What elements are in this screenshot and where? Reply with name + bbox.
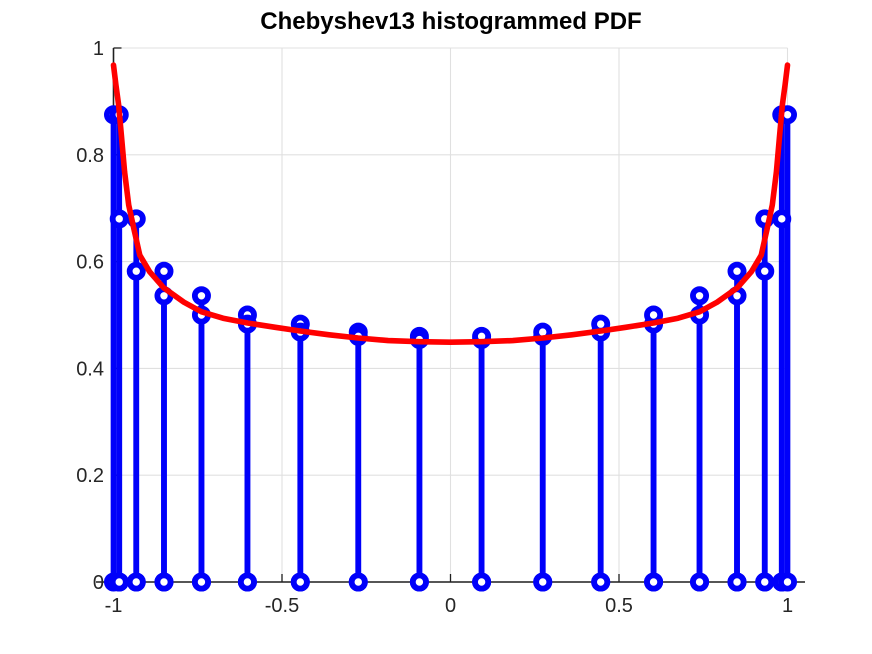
stem-base-marker xyxy=(348,572,368,592)
stem-top-marker xyxy=(727,261,747,281)
y-tick-label: 0.6 xyxy=(76,252,104,274)
y-tick-labels: 0 0.2 0.4 0.6 0.8 1 xyxy=(76,38,104,594)
stem-base-marker xyxy=(591,572,611,592)
stem-top-marker xyxy=(755,261,775,281)
stem-top-marker xyxy=(126,261,146,281)
stem-base-marker xyxy=(154,572,174,592)
stem-top-marker xyxy=(772,209,792,229)
x-tick-label: 0 xyxy=(445,595,456,617)
stem-base-marker xyxy=(290,572,310,592)
x-tick-labels: -1 -0.5 0 0.5 1 xyxy=(105,595,793,617)
stem-base-marker xyxy=(472,572,492,592)
y-tick-label: 1 xyxy=(93,38,104,60)
stem-base-marker xyxy=(533,572,553,592)
stem-top-marker xyxy=(154,261,174,281)
stem-top-marker xyxy=(109,209,129,229)
y-tick-label: 0.8 xyxy=(76,145,104,167)
stem-base-marker xyxy=(644,572,664,592)
y-tick-label: 0.2 xyxy=(76,465,104,487)
stem-base-marker xyxy=(778,572,798,592)
pdf-curve xyxy=(110,62,791,346)
stem-base-marker xyxy=(409,572,429,592)
y-tick-label: 0 xyxy=(93,572,104,594)
stem-base-marker xyxy=(191,572,211,592)
stem-base-marker xyxy=(690,572,710,592)
stem-base-marker xyxy=(727,572,747,592)
x-tick-label: 0.5 xyxy=(605,595,633,617)
stem-top-marker xyxy=(191,286,211,306)
x-tick-label: -0.5 xyxy=(265,595,299,617)
stem-top-marker xyxy=(690,286,710,306)
y-tick-label: 0.4 xyxy=(76,358,104,380)
stem-base-marker xyxy=(126,572,146,592)
x-tick-label: 1 xyxy=(782,595,793,617)
stem-base-marker xyxy=(237,572,257,592)
stem-base-marker xyxy=(109,572,129,592)
stem-base-marker xyxy=(755,572,775,592)
chart-title: Chebyshev13 histogrammed PDF xyxy=(260,8,642,35)
x-tick-label: -1 xyxy=(105,595,123,617)
